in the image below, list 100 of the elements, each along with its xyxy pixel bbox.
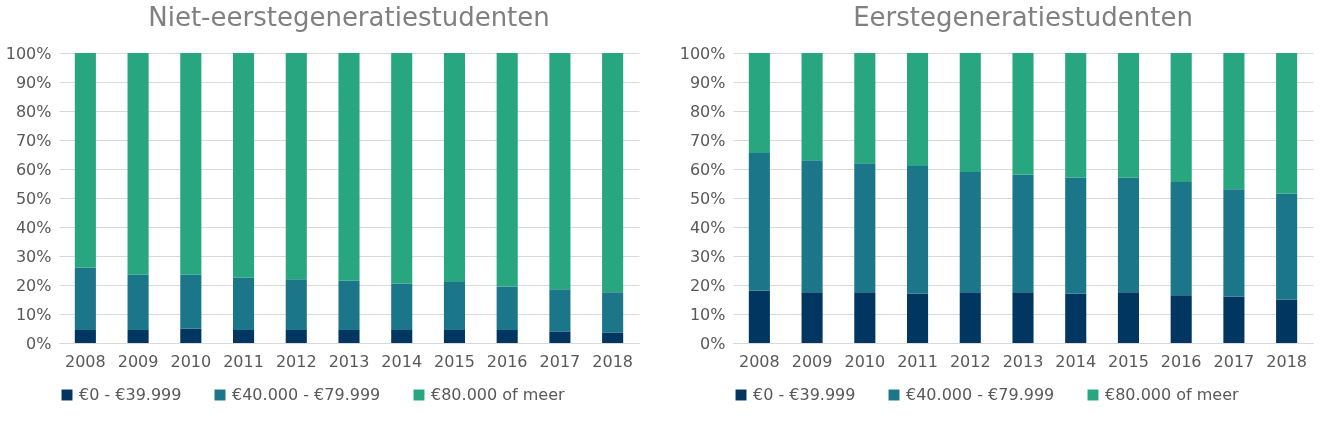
bar [1223,53,1245,190]
y-tick-label: 40% [689,217,726,237]
bar [391,53,413,284]
bar [748,53,770,154]
bar [285,53,307,280]
bar [338,53,360,281]
bar [602,53,624,293]
y-tick-label: 90% [15,72,52,92]
bar [959,292,981,343]
bar [549,289,571,332]
bar [1223,296,1245,343]
y-tick-label: 70% [689,130,726,150]
y-tick-label: 70% [15,130,52,150]
bar [801,292,823,343]
y-tick-label: 10% [689,304,726,324]
bar [496,286,518,330]
bar [907,293,929,343]
bar [127,274,149,330]
bar [1012,292,1034,343]
y-tick-label: 30% [689,246,726,266]
legend-label: €40.000 - €79.999 [232,385,381,404]
x-tick-label: 2014 [381,351,423,371]
bar [1012,53,1034,175]
y-tick-label: 20% [15,275,52,295]
bar [907,53,929,167]
bar [748,153,770,291]
x-tick-label: 2018 [592,351,633,371]
bar [443,329,465,343]
legend-label: €80.000 of meer [431,385,566,404]
x-tick-label: 2013 [328,351,370,371]
bar [391,283,413,330]
bar [233,53,255,278]
x-tick-label: 2011 [223,351,264,371]
bar [1117,53,1139,178]
bar [1065,293,1087,343]
y-tick-label: 50% [15,188,52,208]
x-tick-label: 2014 [1055,351,1097,371]
bar [233,329,255,343]
bar [74,53,96,268]
x-tick-label: 2008 [65,351,106,371]
bar [549,331,571,343]
y-tick-label: 60% [15,159,52,179]
x-tick-label: 2015 [1108,351,1149,371]
x-tick-label: 2016 [1160,351,1202,371]
bar [1223,189,1245,297]
x-tick-label: 2011 [897,351,938,371]
legend-label: €80.000 of meer [1105,385,1240,404]
bar [801,53,823,161]
y-tick-label: 20% [689,275,726,295]
bar [959,53,981,172]
x-tick-label: 2015 [434,351,475,371]
bar [854,292,876,343]
bar [180,274,202,329]
bar [602,292,624,333]
bar [391,329,413,343]
legend-label: €40.000 - €79.999 [906,385,1055,404]
bar [1276,193,1298,300]
bar [1117,292,1139,343]
bar [180,328,202,343]
bar [1276,299,1298,343]
bar [1117,177,1139,293]
bar [285,329,307,343]
y-tick-label: 100% [679,43,726,63]
bar [127,329,149,343]
bar [549,53,571,290]
y-tick-label: 60% [689,159,726,179]
bar [959,171,981,293]
bar [180,53,202,275]
bar [127,53,149,275]
bar [854,53,876,164]
bar [443,282,465,330]
chart-title: Niet-eerstegeneratiestudenten [148,2,550,32]
x-tick-label: 2009 [117,351,159,371]
y-tick-label: 40% [15,217,52,237]
bar [443,53,465,283]
y-tick-label: 0% [700,333,726,353]
bar [854,163,876,293]
y-tick-label: 90% [689,72,726,92]
y-tick-label: 30% [15,246,52,266]
bar [285,279,307,330]
x-tick-label: 2017 [539,351,581,371]
bar [801,160,823,293]
bar [338,329,360,343]
bar [1170,53,1192,183]
bar [1065,53,1087,178]
bar [496,53,518,287]
bar [338,280,360,330]
x-tick-label: 2012 [949,351,991,371]
bar [233,277,255,330]
legend-label: €0 - €39.999 [79,385,182,404]
y-tick-label: 80% [689,101,726,121]
bar [1170,182,1192,296]
y-tick-label: 0% [26,333,52,353]
x-tick-label: 2010 [170,351,212,371]
bar [496,329,518,343]
x-tick-label: 2010 [844,351,886,371]
bar [602,332,624,343]
bar [74,267,96,330]
bar [74,329,96,343]
legend-label: €0 - €39.999 [753,385,856,404]
